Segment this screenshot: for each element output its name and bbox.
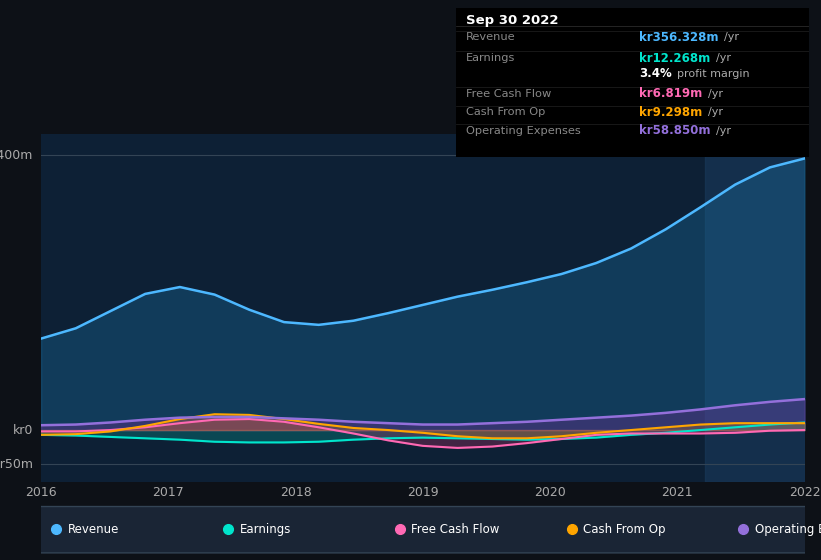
Text: profit margin: profit margin bbox=[677, 69, 750, 79]
Text: Operating Expenses: Operating Expenses bbox=[466, 126, 581, 136]
Text: Revenue: Revenue bbox=[466, 32, 516, 43]
Text: 3.4%: 3.4% bbox=[640, 67, 672, 80]
FancyBboxPatch shape bbox=[25, 506, 820, 553]
Text: kr0: kr0 bbox=[13, 423, 34, 437]
Text: kr356.328m: kr356.328m bbox=[640, 31, 718, 44]
Text: /yr: /yr bbox=[709, 108, 723, 117]
Text: kr58.850m: kr58.850m bbox=[640, 124, 711, 137]
Bar bbox=[705, 134, 805, 482]
Text: Earnings: Earnings bbox=[466, 53, 516, 63]
Text: Free Cash Flow: Free Cash Flow bbox=[411, 522, 500, 536]
Text: Revenue: Revenue bbox=[68, 522, 119, 536]
Text: /yr: /yr bbox=[724, 32, 739, 43]
Text: kr400m: kr400m bbox=[0, 148, 34, 161]
Text: Operating Expenses: Operating Expenses bbox=[755, 522, 821, 536]
Text: Cash From Op: Cash From Op bbox=[583, 522, 666, 536]
Text: Earnings: Earnings bbox=[240, 522, 291, 536]
Text: kr12.268m: kr12.268m bbox=[640, 52, 710, 64]
Text: Free Cash Flow: Free Cash Flow bbox=[466, 88, 552, 99]
Text: Sep 30 2022: Sep 30 2022 bbox=[466, 14, 559, 27]
Text: Cash From Op: Cash From Op bbox=[466, 108, 546, 117]
Text: -kr50m: -kr50m bbox=[0, 458, 34, 471]
Text: /yr: /yr bbox=[716, 53, 732, 63]
Text: /yr: /yr bbox=[709, 88, 723, 99]
Text: kr6.819m: kr6.819m bbox=[640, 87, 703, 100]
Text: /yr: /yr bbox=[716, 126, 732, 136]
Text: kr9.298m: kr9.298m bbox=[640, 106, 703, 119]
